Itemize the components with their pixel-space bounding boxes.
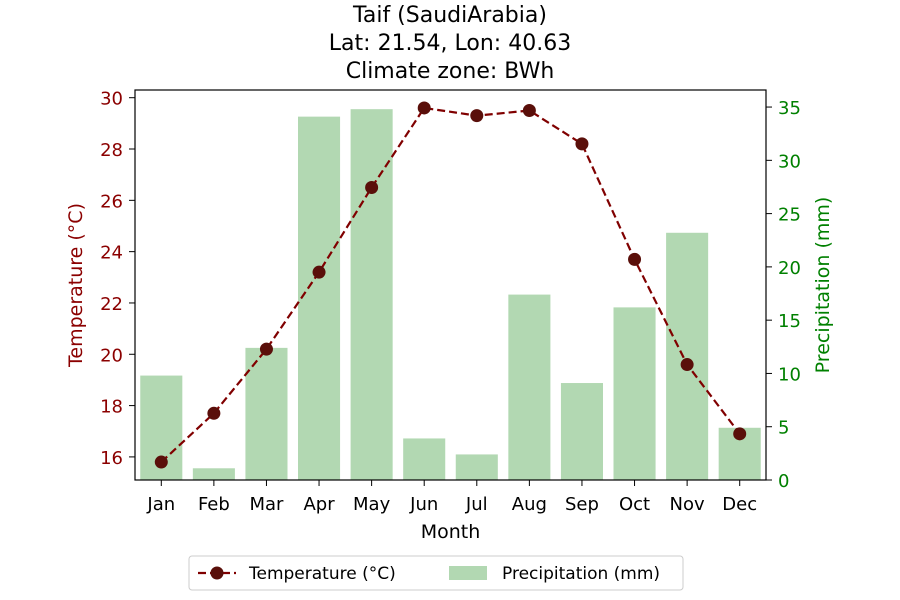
- temperature-point-aug: [522, 104, 536, 118]
- month-tick-label-sep: Sep: [565, 494, 599, 515]
- chart-title-line-3: Climate zone: BWh: [346, 59, 555, 84]
- temperature-point-nov: [680, 358, 694, 372]
- precipitation-tick-label-5: 5: [778, 418, 789, 439]
- month-tick-label-nov: Nov: [670, 494, 705, 515]
- temperature-series: [154, 101, 747, 469]
- temperature-point-may: [365, 181, 379, 194]
- chart-title: Taif (SaudiArabia) Lat: 21.54, Lon: 40.63…: [329, 3, 571, 84]
- temperature-tick-label-16: 16: [100, 448, 123, 469]
- legend-box: [188, 555, 684, 591]
- temperature-point-jul: [470, 109, 484, 123]
- y-axis-label-left: Temperature (°C): [65, 203, 87, 368]
- precipitation-tick-label-35: 35: [778, 98, 801, 119]
- precipitation-tick-label-20: 20: [778, 258, 801, 279]
- month-tick-label-aug: Aug: [512, 494, 547, 515]
- temperature-point-apr: [312, 265, 326, 279]
- precipitation-bar-feb: [192, 468, 235, 480]
- temperature-point-jun: [417, 101, 431, 115]
- month-tick-label-oct: Oct: [619, 494, 650, 515]
- plot-frame: [134, 89, 767, 481]
- precipitation-bar-jul: [455, 454, 498, 480]
- precipitation-tick-label-25: 25: [778, 205, 801, 226]
- temperature-point-mar: [259, 342, 273, 356]
- legend-temperature-marker: [210, 566, 224, 580]
- month-tick-label-jun: Jun: [409, 494, 438, 515]
- x-axis-label: Month: [421, 521, 481, 543]
- precipitation-bars: [140, 109, 761, 480]
- chart-title-line-2: Lat: 21.54, Lon: 40.63: [329, 31, 571, 56]
- month-tick-label-apr: Apr: [303, 494, 335, 515]
- precipitation-tick-label-15: 15: [778, 311, 801, 332]
- month-tick-label-may: May: [353, 494, 391, 515]
- precipitation-bar-sep: [560, 383, 603, 480]
- precipitation-bar-aug: [508, 294, 551, 480]
- temperature-point-jan: [154, 455, 168, 469]
- temperature-tick-label-20: 20: [100, 345, 123, 366]
- precipitation-bar-nov: [666, 232, 709, 480]
- precipitation-bar-jun: [403, 438, 446, 480]
- month-axis: Jan Feb Mar Apr May Jun Jul Aug Sep Oct Nov Dec: [146, 480, 757, 515]
- month-tick-label-mar: Mar: [249, 494, 284, 515]
- temperature-point-sep: [575, 137, 589, 151]
- temperature-tick-label-26: 26: [100, 191, 123, 212]
- chart-title-line-1: Taif (SaudiArabia): [352, 3, 547, 28]
- precipitation-tick-label-10: 10: [778, 364, 801, 385]
- precipitation-bar-oct: [613, 307, 656, 480]
- precipitation-bar-apr: [298, 116, 341, 480]
- legend-precipitation-label: Precipitation (mm): [502, 564, 660, 584]
- legend-temperature-label: Temperature (°C): [248, 564, 396, 584]
- legend: Temperature (°C) Precipitation (mm): [188, 555, 684, 591]
- temperature-tick-label-22: 22: [100, 294, 123, 315]
- precipitation-axis: 0 5 10 15 20 25 30 35: [766, 98, 801, 492]
- month-tick-label-dec: Dec: [722, 494, 757, 515]
- month-tick-label-feb: Feb: [198, 494, 230, 515]
- precipitation-tick-label-0: 0: [778, 471, 789, 492]
- temperature-point-feb: [207, 406, 221, 420]
- temperature-tick-label-28: 28: [100, 140, 123, 161]
- temperature-point-dec: [733, 427, 747, 441]
- temperature-line: [160, 106, 741, 463]
- temperature-axis: 16 18 20 22 24 26 28 30: [100, 89, 135, 469]
- temperature-point-oct: [628, 252, 642, 266]
- month-tick-label-jan: Jan: [146, 494, 175, 515]
- temperature-tick-label-18: 18: [100, 397, 123, 418]
- precipitation-bar-mar: [245, 347, 288, 480]
- y-axis-label-right: Precipitation (mm): [812, 197, 834, 374]
- temperature-tick-label-24: 24: [100, 243, 123, 264]
- precipitation-tick-label-30: 30: [778, 151, 801, 172]
- precipitation-bar-may: [350, 109, 393, 480]
- legend-precipitation-swatch: [449, 566, 487, 580]
- temperature-tick-label-30: 30: [100, 89, 123, 110]
- month-tick-label-jul: Jul: [465, 494, 488, 515]
